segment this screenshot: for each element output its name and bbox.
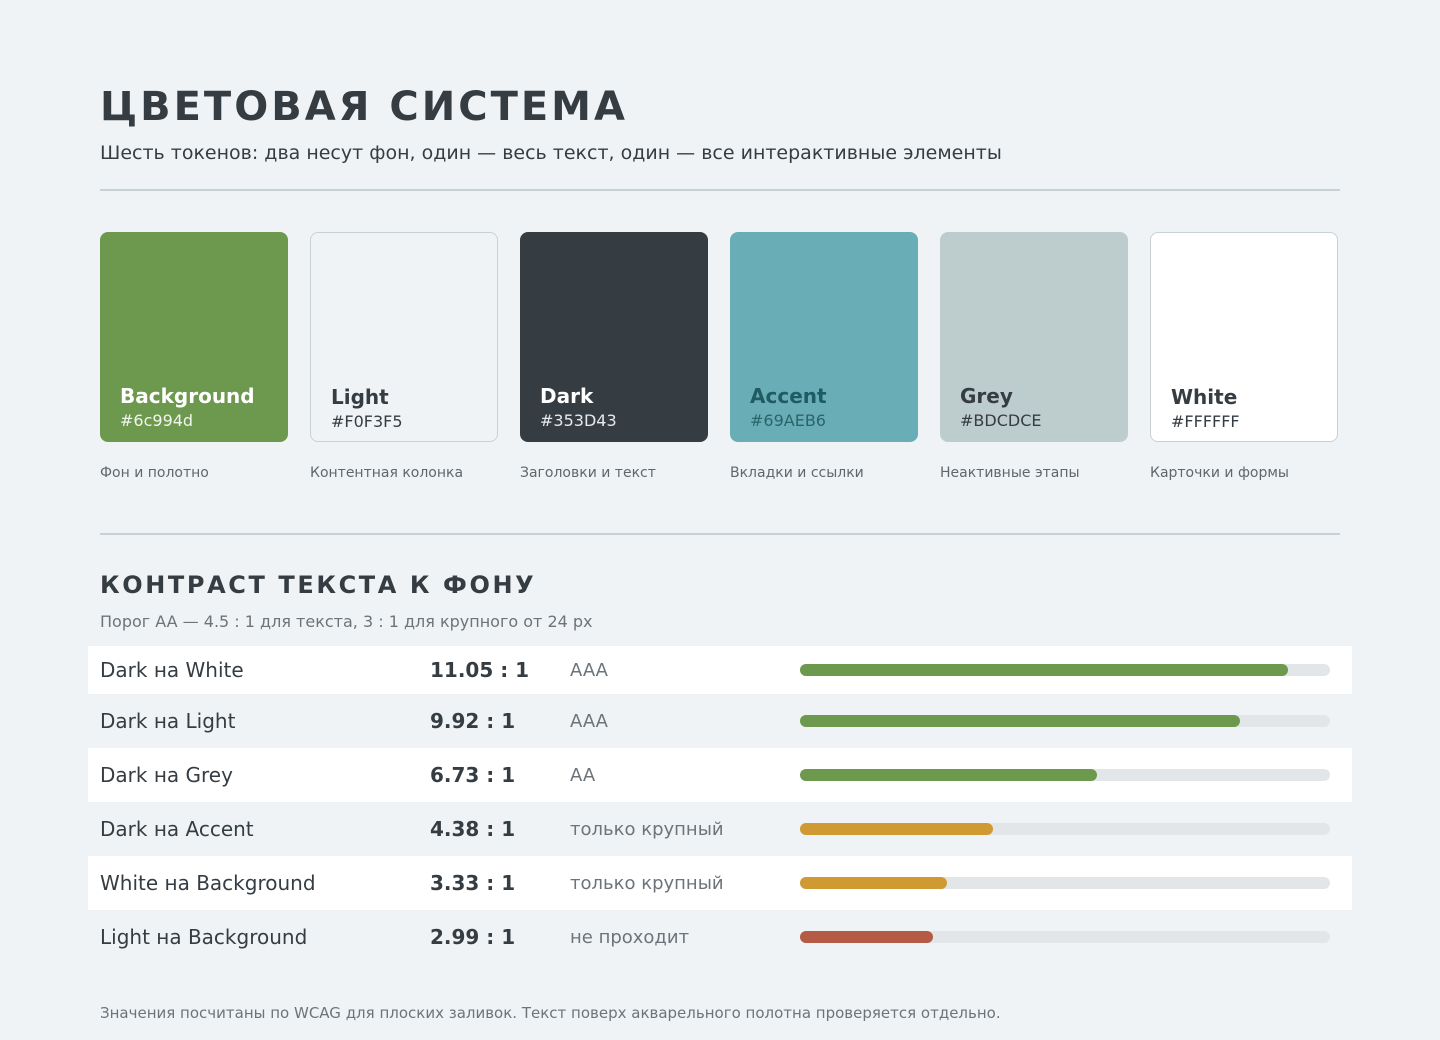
contrast-table: Dark на White 11.05 : 1 AAA Dark на Light 9.… xyxy=(88,646,1352,964)
swatch-chip: Dark #353D43 xyxy=(520,232,708,442)
swatch-role: Вкладки и ссылки xyxy=(730,465,864,481)
wcag-level: только крупный xyxy=(570,872,724,894)
table-row: Dark на White 11.05 : 1 AAA xyxy=(88,646,1352,694)
contrast-ratio: 4.38 : 1 xyxy=(430,817,516,841)
contrast-bar-track xyxy=(800,877,1330,889)
divider xyxy=(100,533,1340,535)
color-pair-label: Dark на White xyxy=(100,658,244,682)
wcag-level: AAA xyxy=(570,659,608,681)
swatch-role: Контентная колонка xyxy=(310,465,464,481)
contrast-bar-track xyxy=(800,715,1330,727)
contrast-bar-track xyxy=(800,931,1330,943)
swatch-hex: #FFFFFF xyxy=(1171,412,1240,431)
swatch-hex: #69AEB6 xyxy=(750,411,826,430)
footnote: Значения посчитаны по WCAG для плоских з… xyxy=(100,1004,1001,1022)
wcag-level: только крупный xyxy=(570,818,724,840)
swatch-hex: #BDCDCE xyxy=(960,411,1042,430)
swatch-role: Заголовки и текст xyxy=(520,465,656,481)
swatch-grey: Grey #BDCDCE Неактивные этапы xyxy=(940,232,1128,481)
swatch-dark: Dark #353D43 Заголовки и текст xyxy=(520,232,708,481)
page-title: ЦВЕТОВАЯ СИСТЕМА xyxy=(100,84,628,130)
contrast-bar-fill xyxy=(800,769,1097,781)
swatch-chip: Background #6c994d xyxy=(100,232,288,442)
contrast-ratio: 3.33 : 1 xyxy=(430,871,516,895)
contrast-ratio: 11.05 : 1 xyxy=(430,658,530,682)
swatch-light: Light #F0F3F5 Контентная колонка xyxy=(310,232,498,481)
swatch-white: White #FFFFFF Карточки и формы xyxy=(1150,232,1338,481)
table-row: Dark на Light 9.92 : 1 AAA xyxy=(88,694,1352,748)
wcag-level: не проходит xyxy=(570,926,690,948)
contrast-ratio: 2.99 : 1 xyxy=(430,925,516,949)
contrast-bar-track xyxy=(800,769,1330,781)
contrast-bar-fill xyxy=(800,664,1288,676)
table-row: Dark на Accent 4.38 : 1 только крупный xyxy=(88,802,1352,856)
contrast-bar-fill xyxy=(800,823,994,835)
color-pair-label: Dark на Accent xyxy=(100,817,254,841)
swatch-name: Dark xyxy=(540,384,594,408)
contrast-ratio: 9.92 : 1 xyxy=(430,709,516,733)
swatch-name: Light xyxy=(331,385,389,409)
swatch-chip: Light #F0F3F5 xyxy=(310,232,498,442)
swatch-name: Grey xyxy=(960,384,1013,408)
swatch-role: Карточки и формы xyxy=(1150,465,1289,481)
swatch-chip: Accent #69AEB6 xyxy=(730,232,918,442)
wcag-level: AAA xyxy=(570,710,608,732)
swatch-hex: #F0F3F5 xyxy=(331,412,403,431)
table-row: Dark на Grey 6.73 : 1 AA xyxy=(88,748,1352,802)
contrast-ratio: 6.73 : 1 xyxy=(430,763,516,787)
table-row: Light на Background 2.99 : 1 не проходит xyxy=(88,910,1352,964)
divider xyxy=(100,189,1340,191)
contrast-bar-fill xyxy=(800,877,948,889)
contrast-bar-fill xyxy=(800,931,933,943)
swatch-chip: Grey #BDCDCE xyxy=(940,232,1128,442)
contrast-bar-track xyxy=(800,823,1330,835)
swatch-role: Фон и полотно xyxy=(100,465,209,481)
color-pair-label: Dark на Light xyxy=(100,709,236,733)
swatch-chip: White #FFFFFF xyxy=(1150,232,1338,442)
swatch-background: Background #6c994d Фон и полотно xyxy=(100,232,288,481)
swatch-hex: #353D43 xyxy=(540,411,617,430)
swatch-name: Accent xyxy=(750,384,827,408)
swatch-accent: Accent #69AEB6 Вкладки и ссылки xyxy=(730,232,918,481)
table-row: White на Background 3.33 : 1 только крупны… xyxy=(88,856,1352,910)
color-pair-label: Dark на Grey xyxy=(100,763,233,787)
contrast-bar-track xyxy=(800,664,1330,676)
wcag-level: AA xyxy=(570,764,596,786)
swatch-hex: #6c994d xyxy=(120,411,194,430)
swatch-name: Background xyxy=(120,384,255,408)
color-pair-label: Light на Background xyxy=(100,925,308,949)
swatch-grid: Background #6c994d Фон и полотно Light #F0F3… xyxy=(100,232,1340,492)
swatch-role: Неактивные этапы xyxy=(940,465,1080,481)
page-subtitle: Шесть токенов: два несут фон, один — вес… xyxy=(100,142,1002,164)
contrast-threshold-note: Порог AA — 4.5 : 1 для текста, 3 : 1 для… xyxy=(100,612,593,631)
contrast-heading: КОНТРАСТ ТЕКСТА К ФОНУ xyxy=(100,571,537,599)
color-pair-label: White на Background xyxy=(100,871,316,895)
swatch-name: White xyxy=(1171,385,1238,409)
contrast-bar-fill xyxy=(800,715,1240,727)
